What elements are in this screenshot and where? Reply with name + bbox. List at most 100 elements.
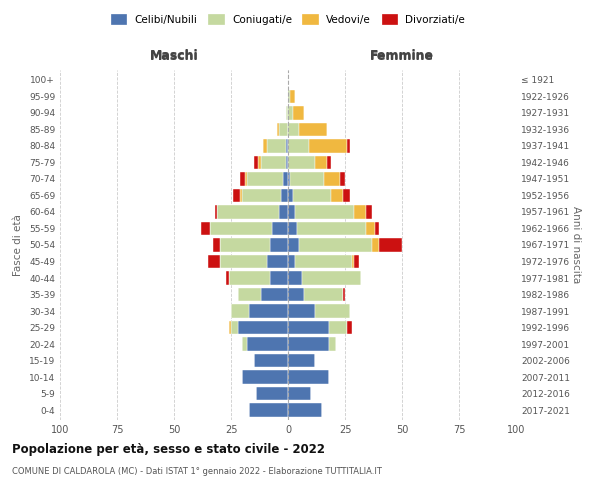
- Bar: [254, 354, 288, 367]
- Bar: [202, 222, 211, 235]
- Bar: [373, 238, 379, 252]
- Bar: [288, 321, 329, 334]
- Bar: [229, 321, 231, 334]
- Bar: [288, 206, 295, 218]
- Bar: [343, 288, 345, 301]
- Bar: [240, 172, 245, 186]
- Text: Femmine: Femmine: [370, 50, 434, 62]
- Bar: [293, 189, 331, 202]
- Text: Maschi: Maschi: [149, 48, 199, 62]
- Bar: [286, 156, 288, 169]
- Bar: [220, 238, 270, 252]
- Bar: [290, 90, 295, 103]
- Text: Femmine: Femmine: [370, 48, 434, 62]
- Bar: [259, 156, 260, 169]
- Bar: [213, 238, 220, 252]
- Bar: [279, 123, 288, 136]
- Bar: [249, 304, 288, 318]
- Bar: [288, 370, 329, 384]
- Bar: [288, 90, 290, 103]
- Bar: [226, 272, 229, 284]
- Bar: [340, 172, 345, 186]
- Bar: [288, 123, 299, 136]
- Bar: [288, 387, 311, 400]
- Bar: [327, 156, 331, 169]
- Y-axis label: Fasce di età: Fasce di età: [13, 214, 23, 276]
- Bar: [281, 189, 288, 202]
- Bar: [365, 206, 373, 218]
- Bar: [217, 206, 279, 218]
- Bar: [295, 206, 354, 218]
- Bar: [288, 255, 295, 268]
- Bar: [288, 304, 316, 318]
- Bar: [254, 156, 259, 169]
- Bar: [260, 156, 286, 169]
- Bar: [247, 172, 283, 186]
- Bar: [242, 189, 281, 202]
- Bar: [297, 222, 365, 235]
- Bar: [329, 338, 336, 350]
- Bar: [288, 272, 302, 284]
- Bar: [231, 321, 238, 334]
- Bar: [229, 272, 270, 284]
- Bar: [288, 106, 293, 120]
- Text: COMUNE DI CALDAROLA (MC) - Dati ISTAT 1° gennaio 2022 - Elaborazione TUTTITALIA.: COMUNE DI CALDAROLA (MC) - Dati ISTAT 1°…: [12, 468, 382, 476]
- Bar: [270, 238, 288, 252]
- Bar: [242, 370, 288, 384]
- Bar: [316, 156, 327, 169]
- Bar: [325, 172, 340, 186]
- Bar: [256, 387, 288, 400]
- Bar: [238, 321, 288, 334]
- Bar: [288, 404, 322, 416]
- Bar: [272, 222, 288, 235]
- Bar: [299, 238, 373, 252]
- Bar: [308, 140, 347, 152]
- Bar: [288, 338, 329, 350]
- Bar: [288, 172, 290, 186]
- Bar: [354, 255, 359, 268]
- Bar: [347, 140, 350, 152]
- Bar: [329, 321, 347, 334]
- Bar: [288, 140, 308, 152]
- Bar: [268, 140, 286, 152]
- Bar: [290, 172, 325, 186]
- Bar: [288, 222, 297, 235]
- Bar: [286, 106, 288, 120]
- Bar: [316, 304, 350, 318]
- Bar: [215, 206, 217, 218]
- Text: Popolazione per età, sesso e stato civile - 2022: Popolazione per età, sesso e stato civil…: [12, 442, 325, 456]
- Bar: [288, 156, 316, 169]
- Bar: [268, 255, 288, 268]
- Bar: [379, 238, 402, 252]
- Bar: [288, 238, 299, 252]
- Bar: [277, 123, 279, 136]
- Bar: [299, 123, 327, 136]
- Bar: [288, 288, 304, 301]
- Bar: [288, 354, 316, 367]
- Bar: [352, 255, 354, 268]
- Bar: [242, 338, 247, 350]
- Bar: [365, 222, 374, 235]
- Bar: [233, 189, 240, 202]
- Bar: [295, 255, 352, 268]
- Bar: [238, 288, 260, 301]
- Bar: [220, 255, 268, 268]
- Bar: [374, 222, 379, 235]
- Bar: [283, 172, 288, 186]
- Bar: [270, 272, 288, 284]
- Bar: [231, 304, 249, 318]
- Y-axis label: Anni di nascita: Anni di nascita: [571, 206, 581, 284]
- Bar: [302, 272, 361, 284]
- Bar: [245, 172, 247, 186]
- Bar: [343, 189, 350, 202]
- Bar: [354, 206, 365, 218]
- Bar: [304, 288, 343, 301]
- Bar: [211, 222, 272, 235]
- Legend: Celibi/Nubili, Coniugati/e, Vedovi/e, Divorziati/e: Celibi/Nubili, Coniugati/e, Vedovi/e, Di…: [107, 10, 469, 29]
- Bar: [263, 140, 268, 152]
- Text: Maschi: Maschi: [149, 50, 199, 62]
- Bar: [288, 189, 293, 202]
- Bar: [286, 140, 288, 152]
- Bar: [208, 255, 220, 268]
- Bar: [331, 189, 343, 202]
